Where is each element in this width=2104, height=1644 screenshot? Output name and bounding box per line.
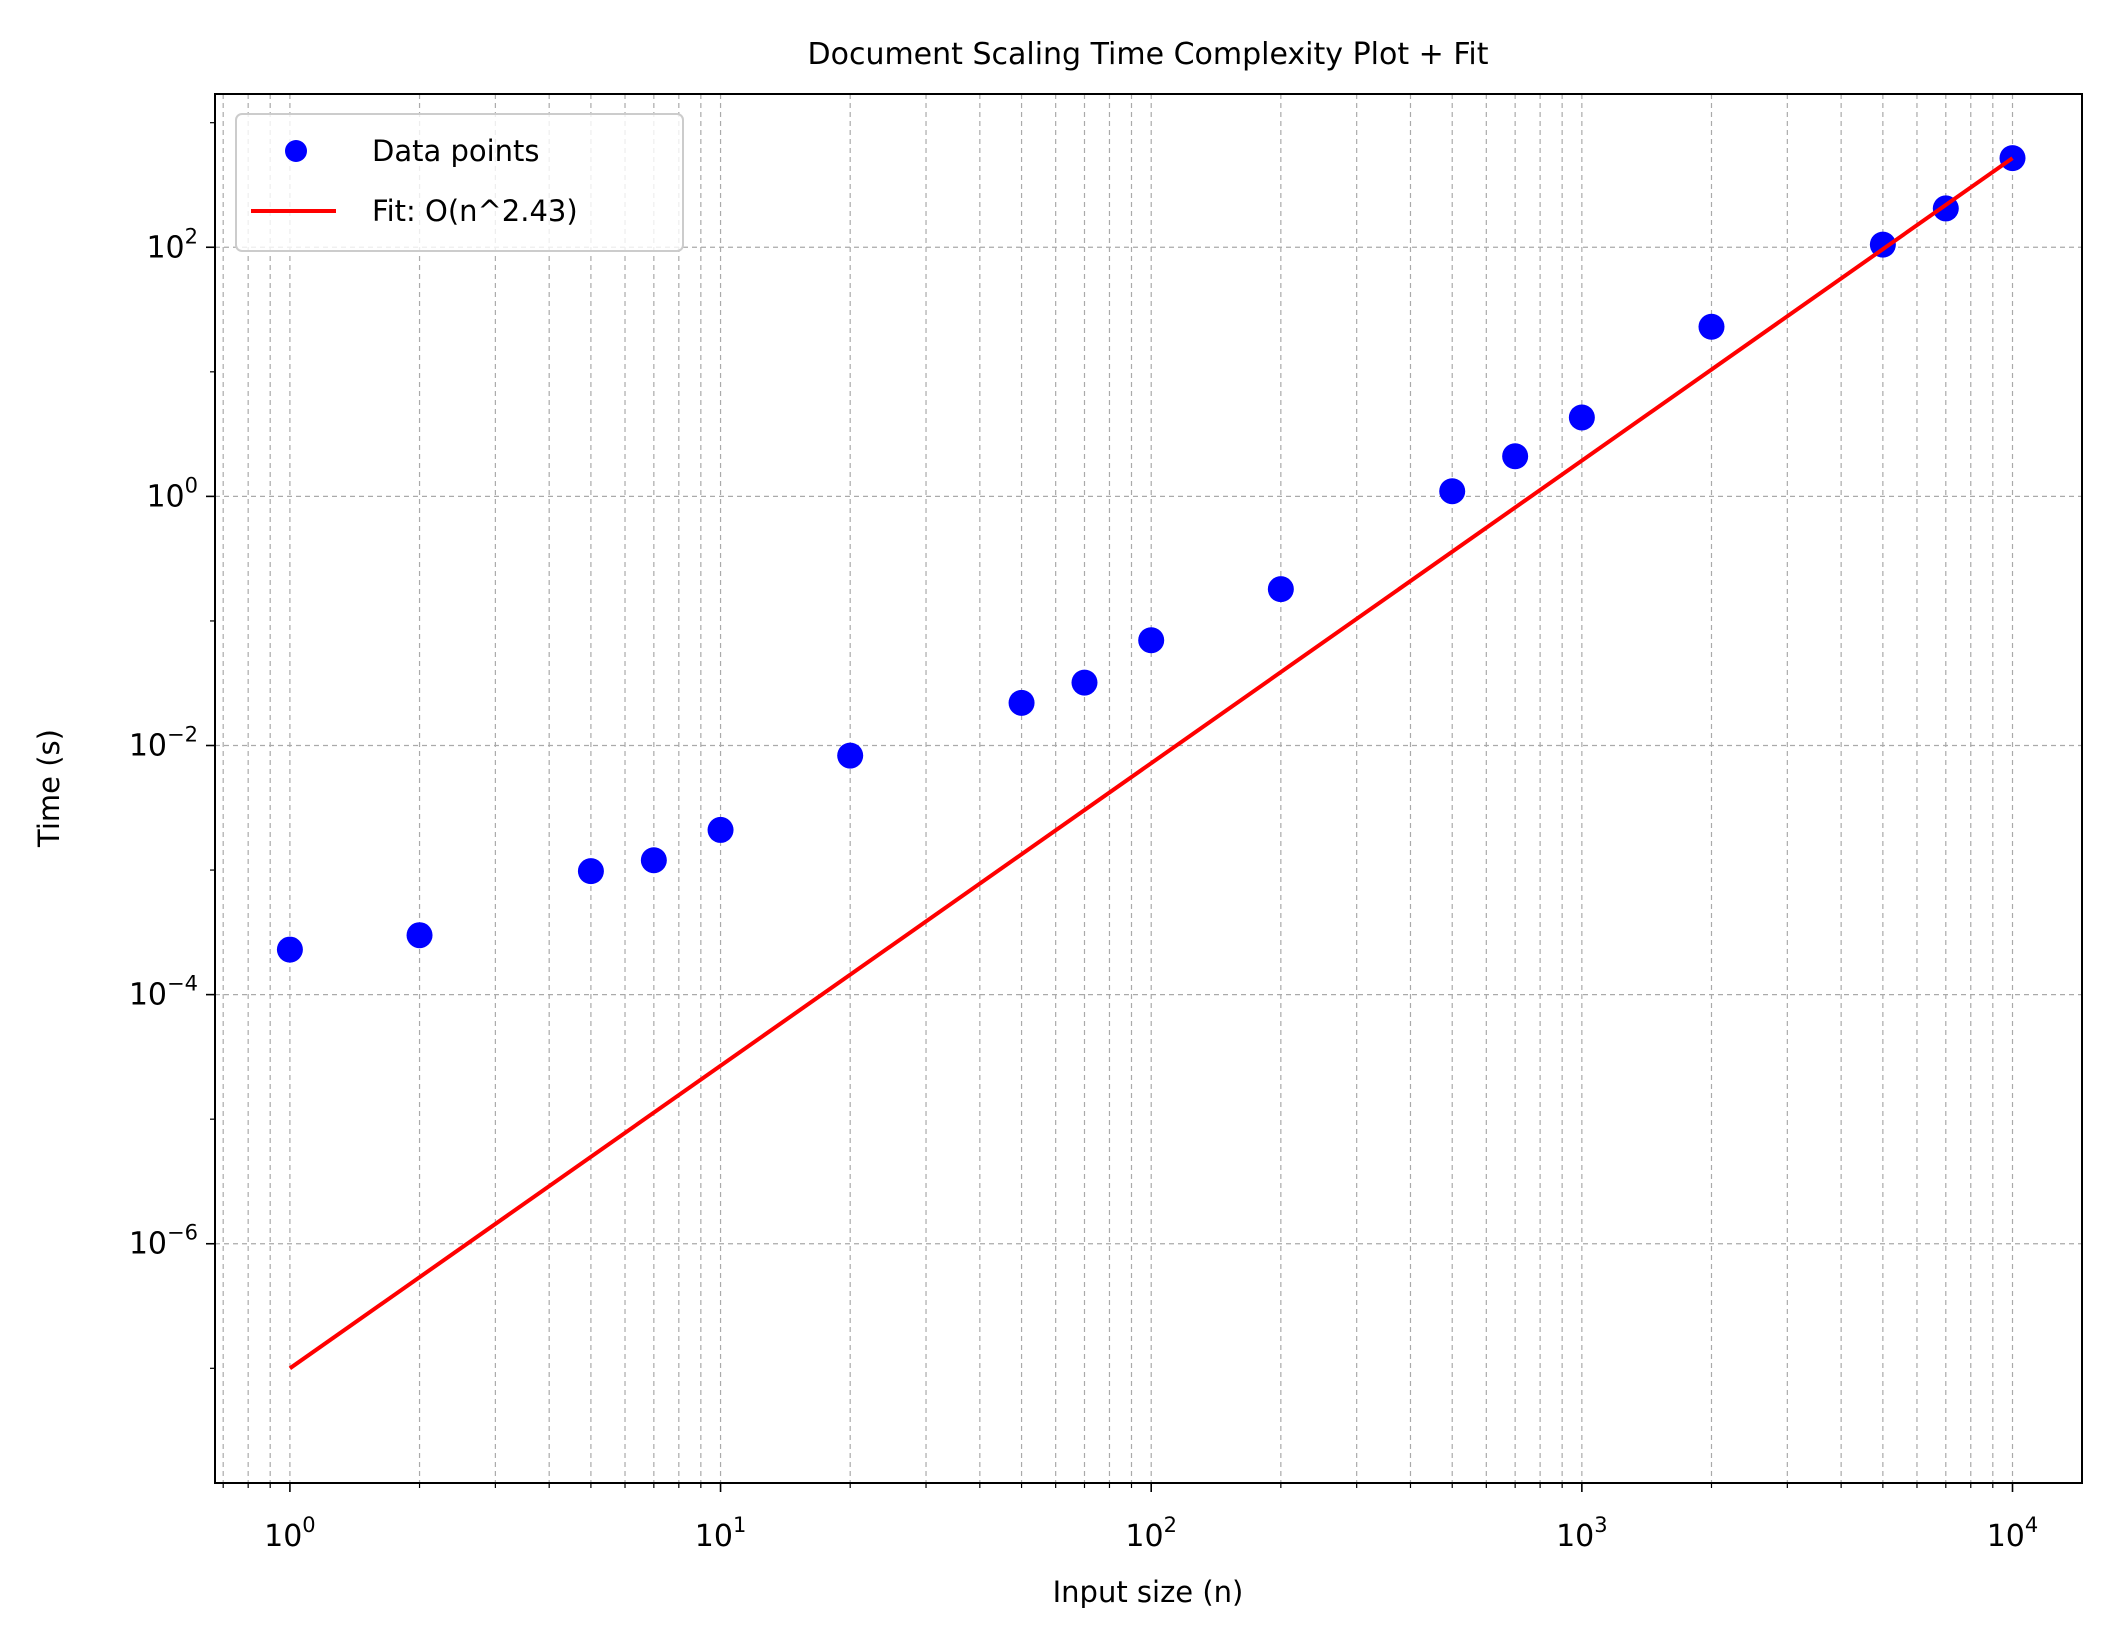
y-tick-label: 100: [146, 473, 198, 514]
y-tick-label: 10−2: [129, 723, 198, 764]
chart-title: Document Scaling Time Complexity Plot + …: [808, 37, 1489, 72]
x-tick-label: 102: [1125, 1513, 1177, 1554]
data-point: [837, 742, 864, 769]
data-point: [1008, 689, 1035, 716]
x-axis-label: Input size (n): [1053, 1575, 1244, 1609]
plot-frame: [214, 93, 2083, 1484]
data-point: [1439, 478, 1466, 505]
data-point: [406, 922, 433, 949]
y-axis-label: Time (s): [32, 729, 66, 848]
legend: Data points Fit: O(n^2.43): [235, 113, 684, 252]
y-tick-label: 102: [146, 224, 198, 265]
data-point: [1869, 231, 1896, 258]
data-point: [1138, 627, 1165, 654]
axis-ticks: 100 101 102 103 104 10−6 10−4 10−2 100 102: [129, 122, 2039, 1554]
data-point: [1568, 404, 1595, 431]
legend-box: [235, 113, 684, 252]
legend-label-fit: Fit: O(n^2.43): [372, 194, 578, 228]
fit-line: [288, 156, 2014, 1370]
data-point: [707, 816, 734, 843]
data-point: [577, 858, 604, 885]
y-tick-label: 10−6: [129, 1221, 198, 1262]
y-tick-label: 10−4: [129, 972, 198, 1013]
x-tick-label: 103: [1556, 1513, 1608, 1554]
data-point: [276, 936, 303, 963]
x-tick-label: 101: [695, 1513, 747, 1554]
data-point: [1267, 576, 1294, 603]
data-point: [1698, 313, 1725, 340]
x-tick-label: 100: [264, 1513, 316, 1554]
plot-series: [276, 145, 2026, 1370]
legend-marker-data-points: [285, 140, 307, 162]
x-tick-label: 104: [1987, 1513, 2039, 1554]
data-point: [1071, 669, 1098, 696]
data-point: [1502, 443, 1529, 470]
legend-label-data-points: Data points: [372, 134, 540, 168]
data-point: [640, 847, 667, 874]
grid-lines: [215, 94, 2082, 1483]
